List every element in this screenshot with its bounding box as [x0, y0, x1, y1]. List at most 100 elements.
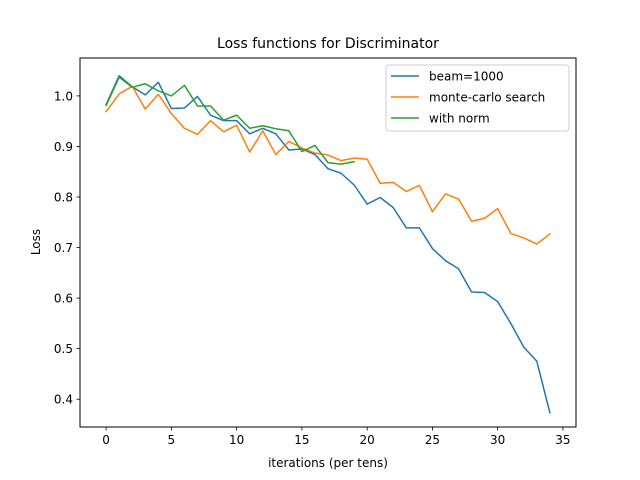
data-point-0-29 [484, 292, 485, 293]
data-point-1-27 [458, 198, 459, 199]
x-axis: 0 5 10 15 20 25 30 35 [102, 427, 571, 447]
data-point-0-21 [380, 197, 381, 198]
y-tick-label: 0.5 [54, 342, 73, 356]
legend: beam=1000 monte-carlo search with norm [385, 64, 570, 132]
data-point-2-11 [249, 128, 250, 129]
data-point-0-22 [393, 207, 394, 208]
data-point-2-16 [314, 145, 315, 146]
y-tick-label: 0.8 [54, 191, 73, 205]
x-tick-label: 25 [425, 433, 440, 447]
x-tick-label: 0 [102, 433, 110, 447]
data-point-2-5 [171, 95, 172, 96]
data-point-0-26 [445, 260, 446, 261]
data-point-0-6 [184, 107, 185, 108]
legend-label-2: with norm [429, 112, 490, 126]
x-tick-label: 30 [490, 433, 505, 447]
data-point-0-33 [536, 361, 537, 362]
x-tick-label: 20 [360, 433, 375, 447]
data-point-1-7 [197, 134, 198, 135]
data-point-0-4 [158, 82, 159, 83]
data-point-1-11 [249, 151, 250, 152]
data-point-1-1 [119, 93, 120, 94]
data-point-0-23 [406, 227, 407, 228]
x-tick-label: 15 [294, 433, 309, 447]
data-point-0-34 [549, 412, 550, 413]
data-point-2-8 [210, 105, 211, 106]
data-point-0-27 [458, 268, 459, 269]
data-point-2-13 [275, 128, 276, 129]
data-point-0-30 [497, 301, 498, 302]
y-tick-label: 0.9 [54, 140, 73, 154]
data-point-1-15 [301, 147, 302, 148]
data-point-1-21 [380, 183, 381, 184]
y-tick-label: 0.4 [54, 393, 73, 407]
data-point-1-13 [275, 154, 276, 155]
data-point-0-19 [354, 184, 355, 185]
data-point-0-10 [236, 120, 237, 121]
data-point-1-12 [262, 130, 263, 131]
plot-area [105, 74, 551, 414]
data-point-1-23 [406, 191, 407, 192]
legend-label-0: beam=1000 [429, 70, 504, 84]
data-point-2-19 [354, 161, 355, 162]
data-point-1-8 [210, 120, 211, 121]
data-point-1-30 [497, 208, 498, 209]
series-line-2 [105, 76, 355, 165]
data-point-1-4 [158, 94, 159, 95]
data-point-0-14 [288, 149, 289, 150]
data-point-0-16 [314, 154, 315, 155]
data-point-1-31 [510, 233, 511, 234]
y-tick-label: 0.7 [54, 241, 73, 255]
data-point-1-14 [288, 141, 289, 142]
data-point-0-5 [171, 108, 172, 109]
data-point-1-9 [223, 131, 224, 132]
data-point-0-25 [432, 248, 433, 249]
data-point-1-0 [106, 111, 107, 112]
data-point-2-6 [184, 85, 185, 86]
data-point-0-24 [419, 227, 420, 228]
data-point-1-32 [523, 237, 524, 238]
data-point-2-7 [197, 105, 198, 106]
data-point-1-10 [236, 125, 237, 126]
data-point-0-1 [119, 75, 120, 76]
data-point-1-22 [393, 182, 394, 183]
data-point-0-31 [510, 323, 511, 324]
data-point-0-20 [367, 203, 368, 204]
data-point-2-4 [158, 90, 159, 91]
data-point-2-14 [288, 130, 289, 131]
x-axis-label: iterations (per tens) [268, 456, 388, 470]
data-point-0-7 [197, 96, 198, 97]
data-point-1-17 [327, 154, 328, 155]
plot-frame [79, 57, 577, 428]
data-point-1-29 [484, 218, 485, 219]
y-tick-label: 0.6 [54, 292, 73, 306]
series-line-0 [105, 74, 551, 414]
data-point-1-19 [354, 157, 355, 158]
x-tick-label: 35 [555, 433, 570, 447]
data-point-1-20 [367, 159, 368, 160]
data-point-2-10 [236, 115, 237, 116]
data-point-2-18 [340, 164, 341, 165]
y-tick-label: 1.0 [54, 89, 73, 103]
data-point-1-24 [419, 185, 420, 186]
data-point-1-33 [536, 243, 537, 244]
data-point-0-18 [340, 173, 341, 174]
data-point-2-0 [106, 105, 107, 106]
data-point-0-28 [471, 291, 472, 292]
data-point-1-25 [432, 211, 433, 212]
data-point-2-15 [301, 151, 302, 152]
data-point-2-9 [223, 120, 224, 121]
chart-title: Loss functions for Discriminator [217, 36, 439, 52]
y-axis: 0.4 0.5 0.6 0.7 0.8 0.9 1.0 [54, 89, 80, 407]
data-point-2-17 [327, 162, 328, 163]
data-point-1-16 [314, 152, 315, 153]
data-point-0-12 [262, 128, 263, 129]
data-point-2-3 [145, 83, 146, 84]
series-line-1 [105, 85, 551, 245]
x-tick-label: 10 [229, 433, 244, 447]
data-point-0-17 [327, 168, 328, 169]
data-point-1-5 [171, 113, 172, 114]
data-point-2-2 [132, 87, 133, 88]
data-point-0-11 [249, 133, 250, 134]
